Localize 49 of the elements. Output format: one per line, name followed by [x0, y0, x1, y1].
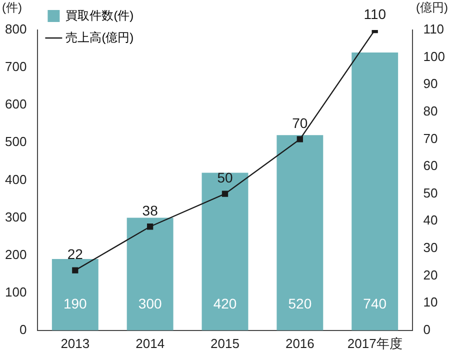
y2-tick-label: 110: [423, 22, 444, 37]
y2-tick-label: 20: [423, 267, 438, 282]
bar: [126, 218, 174, 330]
point: [222, 190, 228, 197]
y2-tick-label: 70: [423, 130, 438, 146]
x-tick-label: 2016: [285, 336, 314, 351]
y2-tick-label: 10: [423, 294, 438, 310]
y-tick-label: 500: [4, 134, 27, 150]
y2-tick-label: 80: [423, 104, 438, 119]
point: [296, 136, 303, 142]
y-tick-label: 200: [4, 246, 27, 262]
data-label: 300: [138, 295, 162, 312]
legend-label: 売上高(億円): [66, 30, 134, 44]
x-tick-label: 2014: [136, 336, 165, 351]
data-label: 190: [63, 295, 88, 312]
point: [147, 224, 154, 230]
data-label: 50: [217, 170, 233, 186]
y2-tick-label: 50: [423, 185, 438, 200]
data-label: 520: [288, 295, 312, 312]
x-tick-label: 2015: [210, 336, 240, 351]
bar: [202, 172, 248, 330]
y-tick-label: 600: [4, 96, 27, 112]
data-label: 70: [292, 115, 308, 132]
y2-tick-label: 0: [423, 322, 431, 337]
y-axis-title: (件): [2, 0, 22, 14]
y-tick-label: 800: [4, 22, 27, 37]
y-tick-label: 300: [4, 209, 27, 224]
y2-tick-label: 100: [423, 48, 446, 64]
data-label: 22: [67, 246, 84, 262]
data-label: 110: [364, 6, 386, 22]
y2-tick-label: 30: [423, 240, 438, 256]
y2-tick-label: 40: [423, 212, 438, 228]
data-label: 38: [142, 202, 158, 218]
y-tick-label: 400: [4, 172, 27, 187]
x-tick-label: 2017年度: [347, 336, 402, 351]
point: [72, 267, 78, 274]
y2-tick-label: 90: [423, 76, 438, 92]
legend-label: 買取件数(件): [66, 8, 134, 22]
y-tick-label: 100: [4, 284, 27, 300]
y-tick-label: 0: [19, 322, 27, 337]
bar: [352, 52, 398, 330]
data-label: 420: [213, 295, 237, 312]
bar: [52, 259, 98, 330]
x-tick-label: 2013: [60, 336, 90, 351]
y-tick-label: 700: [4, 59, 27, 74]
y2-axis-title: (億円): [416, 0, 448, 14]
y2-tick-label: 60: [423, 158, 438, 174]
data-label: 740: [363, 295, 387, 312]
bar: [276, 135, 324, 330]
